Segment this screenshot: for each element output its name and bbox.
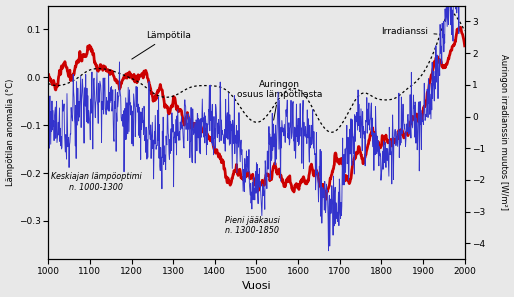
Y-axis label: Auringon irradianssin muutos [W/m²]: Auringon irradianssin muutos [W/m²]	[500, 54, 508, 210]
Y-axis label: Lämpötilan anomalia (°C): Lämpötilan anomalia (°C)	[6, 79, 14, 186]
Text: Lämpötila: Lämpötila	[132, 31, 191, 59]
Text: Keskiajan lämpöoptimi
n. 1000-1300: Keskiajan lämpöoptimi n. 1000-1300	[51, 173, 141, 192]
Text: Irradianssi: Irradianssi	[381, 27, 437, 36]
Text: Auringon
osuus lämpötilasta: Auringon osuus lämpötilasta	[236, 80, 322, 120]
Text: Pieni jääkausi
n. 1300-1850: Pieni jääkausi n. 1300-1850	[225, 216, 280, 235]
X-axis label: Vuosi: Vuosi	[242, 282, 271, 291]
